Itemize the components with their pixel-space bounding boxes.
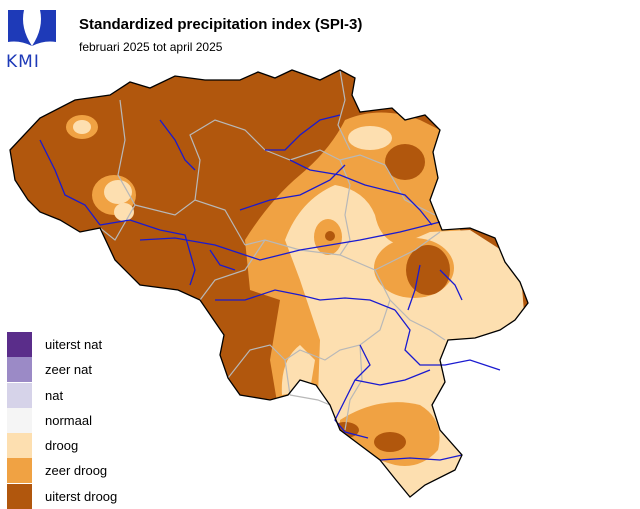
legend-swatch: [7, 332, 32, 357]
map-title: Standardized precipitation index (SPI-3): [79, 16, 363, 33]
legend-item-zeer-nat: zeer nat: [7, 357, 147, 383]
rivers: [39, 114, 501, 461]
legend-swatch: [7, 458, 32, 484]
logo-text: KMI: [6, 52, 40, 72]
legend-label: uiterst droog: [45, 488, 118, 504]
legend-label: zeer nat: [45, 362, 92, 378]
legend-item-uiterst-droog: uiterst droog: [7, 483, 147, 509]
map-subtitle: februari 2025 tot april 2025: [79, 40, 223, 54]
legend-swatch: [7, 407, 32, 433]
legend-label: droog: [45, 438, 79, 454]
legend-swatch: [7, 433, 32, 459]
legend-item-droog: droog: [7, 433, 147, 459]
legend-item-normaal: normaal: [7, 407, 147, 433]
legend-label: zeer droog: [45, 463, 108, 479]
legend-item-nat: nat: [7, 382, 147, 408]
legend: uiterst nat zeer nat nat normaal droog z…: [7, 332, 147, 509]
legend-swatch: [7, 483, 32, 509]
legend-label: nat: [45, 387, 64, 403]
legend-swatch: [7, 382, 32, 408]
legend-swatch: [7, 357, 32, 383]
legend-item-zeer-droog: zeer droog: [7, 458, 147, 484]
kmi-logo: [6, 6, 58, 52]
legend-item-uiterst-nat: uiterst nat: [7, 332, 147, 357]
country-outline: [9, 69, 529, 498]
legend-label: normaal: [45, 412, 92, 428]
legend-label: uiterst nat: [45, 337, 103, 352]
